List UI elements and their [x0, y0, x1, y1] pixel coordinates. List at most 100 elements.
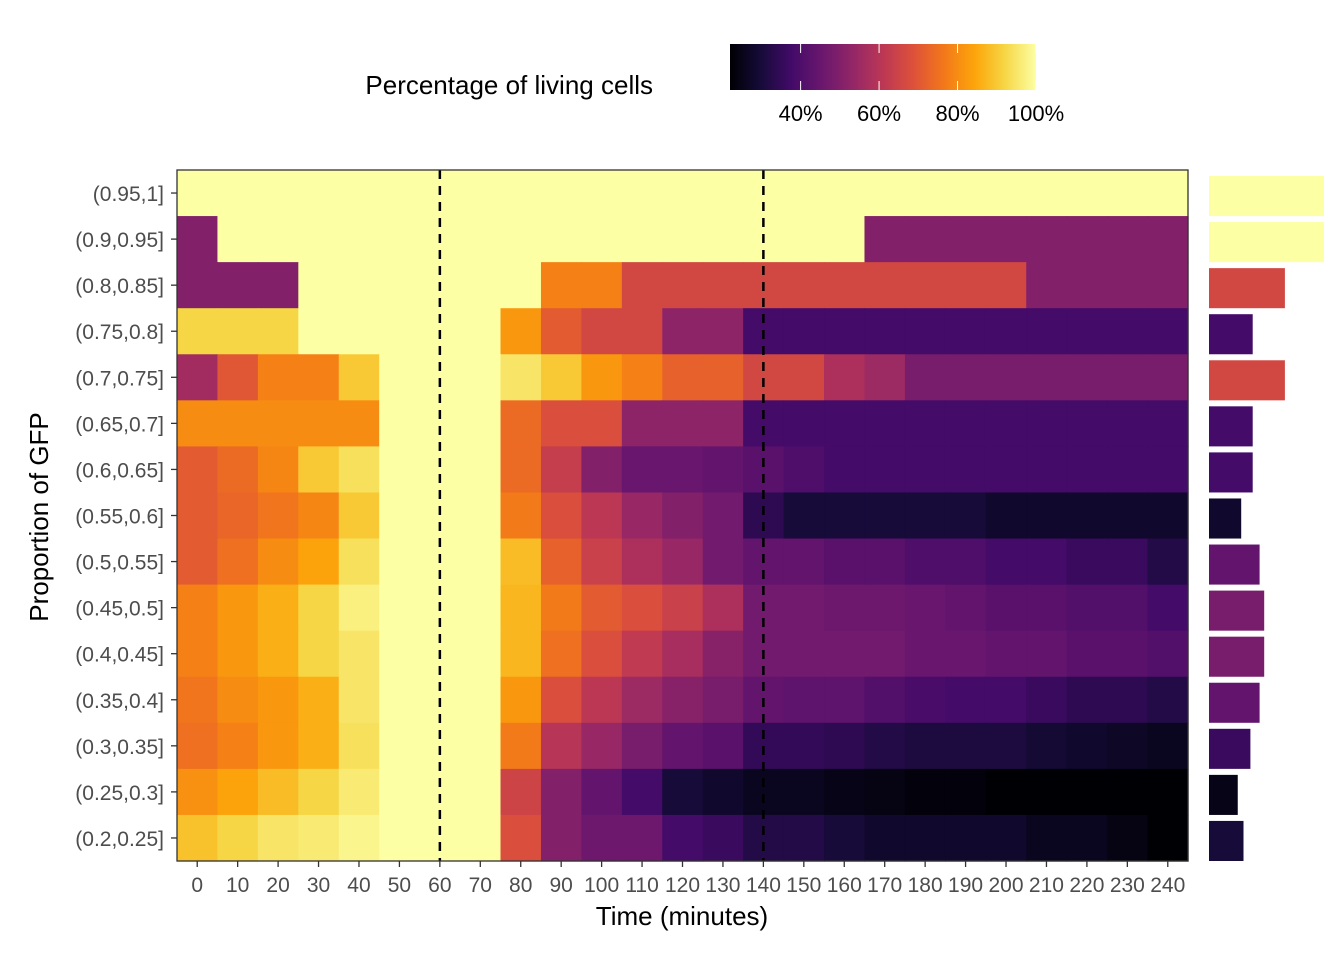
heat-cell [783, 492, 825, 540]
heat-cell [1026, 400, 1068, 447]
heat-cell [217, 584, 259, 632]
heat-cell [824, 630, 866, 678]
heat-cell [581, 446, 623, 494]
y-tick-label: (0.55,0.6] [75, 506, 164, 529]
heat-cell [945, 216, 987, 263]
heat-cell [177, 630, 219, 678]
heat-cell [217, 262, 259, 309]
heat-cell [419, 814, 461, 862]
heat-cell [177, 216, 219, 263]
heat-cell [824, 814, 866, 862]
heat-cell [621, 630, 663, 678]
heat-cell [1066, 170, 1108, 217]
heat-cell [500, 538, 542, 586]
x-axis-label: Time (minutes) [596, 901, 768, 931]
heat-cell [298, 584, 340, 632]
x-tick-label: 230 [1110, 874, 1145, 897]
heat-cell [824, 308, 866, 355]
heat-cell [460, 722, 502, 770]
heat-cell [540, 768, 582, 816]
heat-cell [621, 492, 663, 540]
heat-cell [460, 216, 502, 263]
heat-cell [338, 676, 380, 724]
x-tick-label: 140 [746, 874, 781, 897]
heat-cell [662, 400, 704, 447]
heat-cell [217, 216, 259, 263]
y-tick-label: (0.75,0.8] [75, 321, 164, 344]
heat-cell [500, 308, 542, 355]
marginal-bar [1209, 360, 1285, 401]
heat-cell [581, 814, 623, 862]
heat-cell [864, 768, 906, 816]
heat-cell [1066, 722, 1108, 770]
marginal-bar [1209, 314, 1253, 355]
heat-cell [338, 400, 380, 447]
heat-cell [1147, 814, 1189, 862]
heat-cell [783, 814, 825, 862]
heat-cell [217, 446, 259, 494]
marginal-bar [1209, 176, 1324, 217]
heat-cell [1066, 584, 1108, 632]
heat-cell [1026, 584, 1068, 632]
heat-cell [500, 722, 542, 770]
heat-cell [783, 768, 825, 816]
heat-cell [581, 170, 623, 217]
heat-cell [662, 446, 704, 494]
heat-cell [864, 722, 906, 770]
heat-cell [985, 308, 1027, 355]
heat-cell [824, 492, 866, 540]
heat-cell [257, 676, 299, 724]
heat-cell [1066, 446, 1108, 494]
heat-cell [540, 676, 582, 724]
heat-cell [1066, 308, 1108, 355]
heat-cell [1107, 400, 1149, 447]
heat-cell [1107, 584, 1149, 632]
heat-cell [743, 354, 785, 401]
x-tick-label: 210 [1029, 874, 1064, 897]
heat-cell [1066, 630, 1108, 678]
x-tick-label: 40 [347, 874, 370, 897]
heat-cell [824, 768, 866, 816]
heat-cell [1107, 262, 1149, 309]
heat-cell [257, 492, 299, 540]
heat-cell [702, 400, 744, 447]
heat-cell [1066, 814, 1108, 862]
heat-cell [904, 262, 946, 309]
heat-cell [298, 492, 340, 540]
heat-cell [298, 722, 340, 770]
x-tick-label: 10 [226, 874, 249, 897]
heat-cell [702, 814, 744, 862]
heat-cell [662, 676, 704, 724]
heat-cell [824, 170, 866, 217]
heat-cell [379, 676, 421, 724]
heat-cell [1066, 354, 1108, 401]
heat-cell [702, 676, 744, 724]
x-tick-label: 20 [266, 874, 289, 897]
heat-cell [662, 354, 704, 401]
heat-cell [985, 768, 1027, 816]
heat-cell [662, 262, 704, 309]
heat-cell [338, 308, 380, 355]
heat-cell [621, 676, 663, 724]
heat-cell [379, 814, 421, 862]
heat-cell [824, 400, 866, 447]
heat-cell [1107, 170, 1149, 217]
heat-cell [864, 584, 906, 632]
heat-cell [904, 216, 946, 263]
heat-cell [621, 216, 663, 263]
heat-cell [985, 492, 1027, 540]
heat-cell [298, 630, 340, 678]
marginal-bar [1209, 498, 1242, 539]
heat-cell [1026, 446, 1068, 494]
heat-cell [257, 354, 299, 401]
marginal-bar [1209, 452, 1253, 493]
heat-cell [1066, 768, 1108, 816]
heat-cell [581, 308, 623, 355]
heat-cell [1147, 492, 1189, 540]
y-tick-label: (0.6,0.65] [75, 459, 164, 482]
heat-cell [217, 676, 259, 724]
heat-cell [177, 538, 219, 586]
heat-cell [379, 768, 421, 816]
